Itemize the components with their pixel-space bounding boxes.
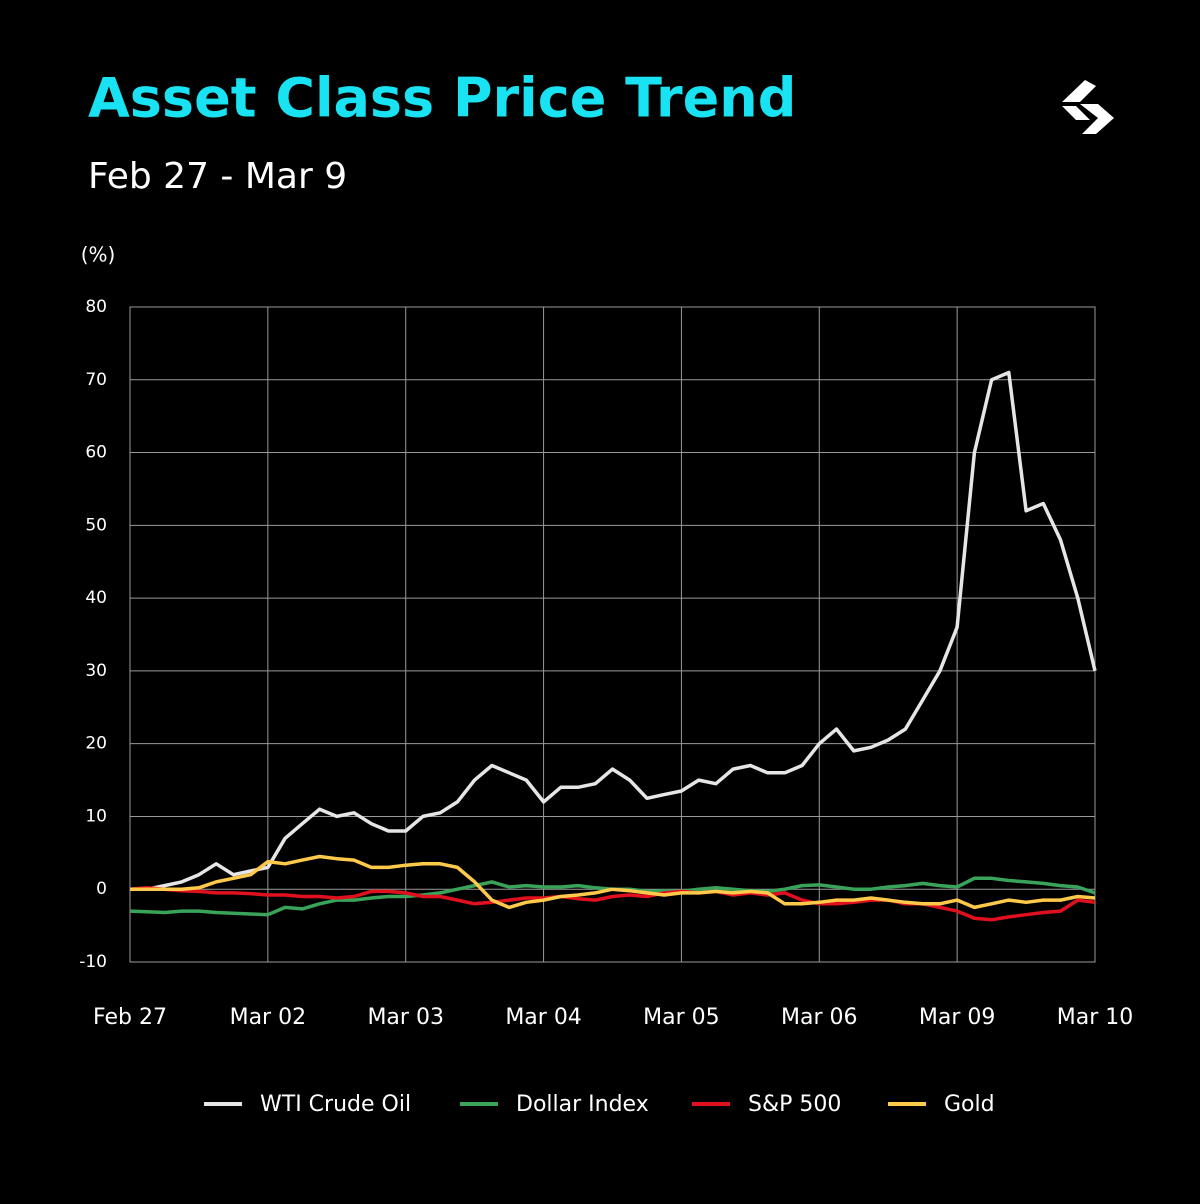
y-tick-label: 60 <box>85 443 107 463</box>
logo <box>1062 80 1114 134</box>
legend-item: Gold <box>888 1092 995 1117</box>
y-tick-label: 30 <box>85 661 107 681</box>
y-tick-label: 50 <box>85 515 107 535</box>
legend-item: Dollar Index <box>460 1092 649 1117</box>
y-axis-label: (%) <box>81 243 116 267</box>
x-tick-label: Mar 10 <box>1057 1005 1134 1030</box>
y-tick-label: -10 <box>79 952 107 972</box>
chart-subtitle: Feb 27 - Mar 9 <box>88 156 347 197</box>
series-line <box>130 370 1097 891</box>
legend-item: S&P 500 <box>692 1092 841 1117</box>
x-tick-label: Mar 05 <box>643 1005 720 1030</box>
plot-frame <box>129 306 1096 963</box>
legend-label: WTI Crude Oil <box>260 1092 411 1117</box>
x-tick-label: Mar 04 <box>505 1005 582 1030</box>
series-line <box>129 886 1096 922</box>
legend-label: S&P 500 <box>748 1092 841 1117</box>
y-tick-label: 0 <box>96 879 107 899</box>
y-tick-label: 20 <box>85 734 107 754</box>
y-tick-label: 70 <box>85 370 107 390</box>
x-tick-label: Mar 03 <box>367 1005 444 1030</box>
series-line <box>130 854 1096 910</box>
y-tick-label: 10 <box>85 806 107 826</box>
x-tick-label: Feb 27 <box>93 1005 167 1030</box>
x-tick-label: Mar 06 <box>781 1005 858 1030</box>
x-tick-label: Mar 02 <box>230 1005 307 1030</box>
legend-item: WTI Crude Oil <box>204 1092 411 1117</box>
x-tick-label: Mar 09 <box>919 1005 996 1030</box>
y-tick-label: 80 <box>85 297 107 317</box>
legend-label: Dollar Index <box>516 1092 649 1117</box>
y-tick-label: 40 <box>85 588 107 608</box>
chart-title: Asset Class Price Trend <box>88 67 796 130</box>
legend-label: Gold <box>944 1092 995 1117</box>
